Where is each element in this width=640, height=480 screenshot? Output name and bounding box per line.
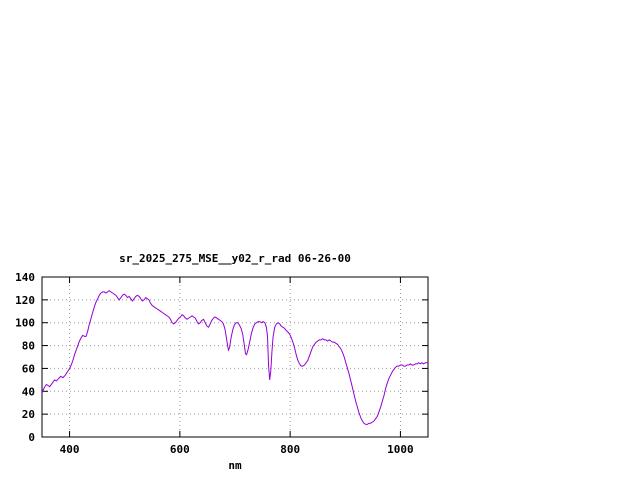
x-axis-label: nm [228,459,242,472]
y-tick-label: 80 [22,340,35,353]
y-tick-label: 20 [22,408,35,421]
plot-border [41,276,429,438]
y-tick-label: 60 [22,362,35,375]
y-tick-label: 100 [15,317,35,330]
y-tick-label: 140 [15,271,35,284]
x-tick-label: 600 [170,443,190,456]
x-tick-label: 800 [280,443,300,456]
y-tick-label: 0 [28,431,35,444]
y-tick-label: 40 [22,385,35,398]
data-curve [41,290,428,425]
x-tick-label: 1000 [387,443,414,456]
x-tick-label: 400 [60,443,80,456]
chart-title: sr_2025_275_MSE__y02_r_rad 06-26-00 [119,252,351,265]
y-tick-label: 120 [15,294,35,307]
